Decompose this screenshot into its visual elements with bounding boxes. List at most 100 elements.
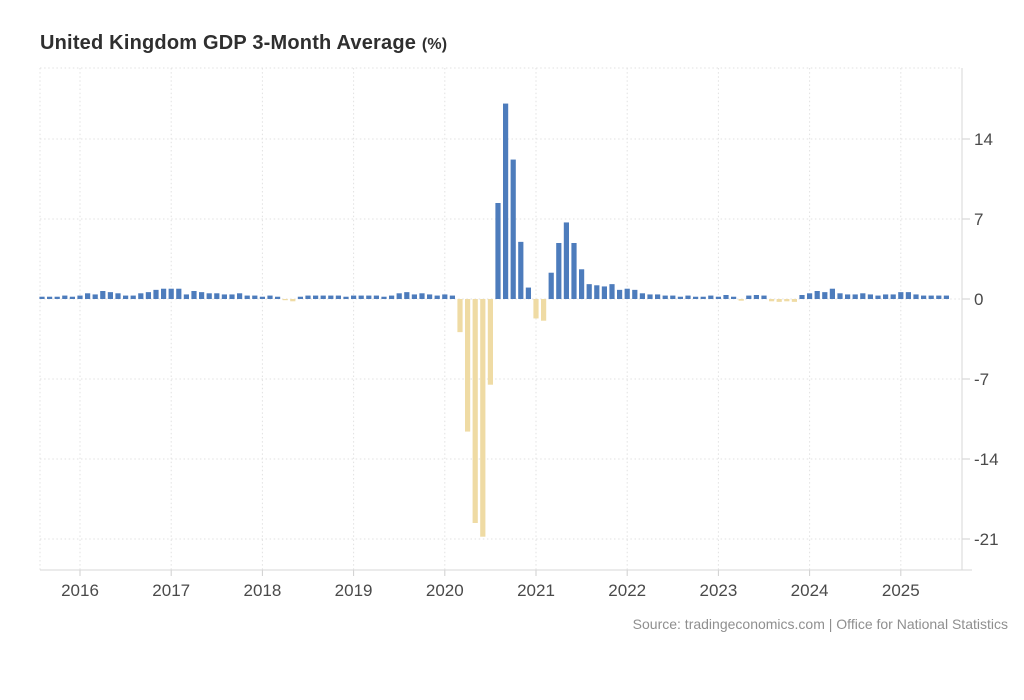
bar (715, 296, 721, 299)
bar (389, 295, 395, 299)
bar (647, 294, 653, 299)
x-tick-label: 2019 (335, 581, 373, 600)
bar (594, 285, 600, 299)
bar (814, 291, 820, 299)
bar (335, 295, 341, 299)
bar (427, 294, 433, 299)
bar (206, 293, 212, 299)
bar (746, 295, 752, 299)
bar (769, 299, 775, 302)
bar (525, 287, 531, 299)
bar (708, 295, 714, 299)
bar (275, 296, 281, 299)
bar (541, 299, 547, 321)
bar (700, 296, 706, 299)
bar (617, 289, 623, 299)
bar (556, 243, 562, 299)
bar (921, 295, 927, 299)
bar (518, 241, 524, 299)
bar (183, 294, 189, 299)
bar (761, 295, 767, 299)
bar (609, 284, 615, 299)
bar (358, 295, 364, 299)
bar (411, 294, 417, 299)
bar (776, 299, 782, 302)
bar (123, 295, 129, 299)
bar (943, 295, 949, 299)
x-tick-label: 2017 (152, 581, 190, 600)
bar (47, 296, 53, 299)
y-tick-label: 14 (974, 130, 993, 149)
x-tick-label: 2020 (426, 581, 464, 600)
y-tick-label: -21 (974, 530, 999, 549)
bar (419, 293, 425, 299)
bar (799, 295, 805, 299)
bar (791, 299, 797, 302)
bar (495, 203, 501, 299)
bar (168, 288, 174, 299)
y-tick-label: -7 (974, 370, 989, 389)
bar (510, 159, 516, 299)
bar (290, 299, 296, 302)
bar (852, 294, 858, 299)
chart-title: United Kingdom GDP 3-Month Average (%) (40, 32, 447, 55)
bar (54, 296, 60, 299)
bar (214, 293, 220, 299)
bar (69, 296, 75, 299)
bar (199, 292, 205, 299)
bar (130, 295, 136, 299)
bar (662, 295, 668, 299)
bar (62, 295, 68, 299)
x-tick-label: 2023 (699, 581, 737, 600)
bar (898, 292, 904, 299)
bar (601, 286, 607, 299)
bar (320, 295, 326, 299)
bar (738, 299, 744, 301)
bar (586, 284, 592, 299)
bar (487, 299, 493, 385)
bar (685, 295, 691, 299)
bar (229, 294, 235, 299)
bar (396, 293, 402, 299)
bar (571, 243, 577, 299)
bar (883, 294, 889, 299)
bar (867, 294, 873, 299)
bar (237, 293, 243, 299)
bar (328, 295, 334, 299)
bar (107, 292, 113, 299)
bar (480, 299, 486, 537)
bar (913, 294, 919, 299)
bar (731, 296, 737, 299)
bar (176, 288, 182, 299)
bar (221, 294, 227, 299)
bar (533, 299, 539, 319)
bar (632, 289, 638, 299)
bar (807, 293, 813, 299)
bar (297, 296, 303, 299)
bar (875, 295, 881, 299)
bar (77, 295, 83, 299)
bar (404, 292, 410, 299)
bar (305, 295, 311, 299)
chart-title-text: United Kingdom GDP 3-Month Average (40, 32, 417, 54)
source-attribution: Source: tradingeconomics.com | Office fo… (632, 616, 1008, 632)
bar (837, 293, 843, 299)
bar (434, 295, 440, 299)
bar (153, 289, 159, 299)
x-tick-label: 2025 (882, 581, 920, 600)
bar (191, 291, 197, 299)
y-tick-label: -14 (974, 450, 999, 469)
bar (457, 299, 463, 333)
bar (655, 294, 661, 299)
bar (548, 272, 554, 299)
bar (639, 293, 645, 299)
bar (670, 295, 676, 299)
bar (442, 294, 448, 299)
bar (677, 296, 683, 299)
bar (829, 288, 835, 299)
bar (860, 293, 866, 299)
bar (845, 294, 851, 299)
bar (115, 293, 121, 299)
bar (936, 295, 942, 299)
